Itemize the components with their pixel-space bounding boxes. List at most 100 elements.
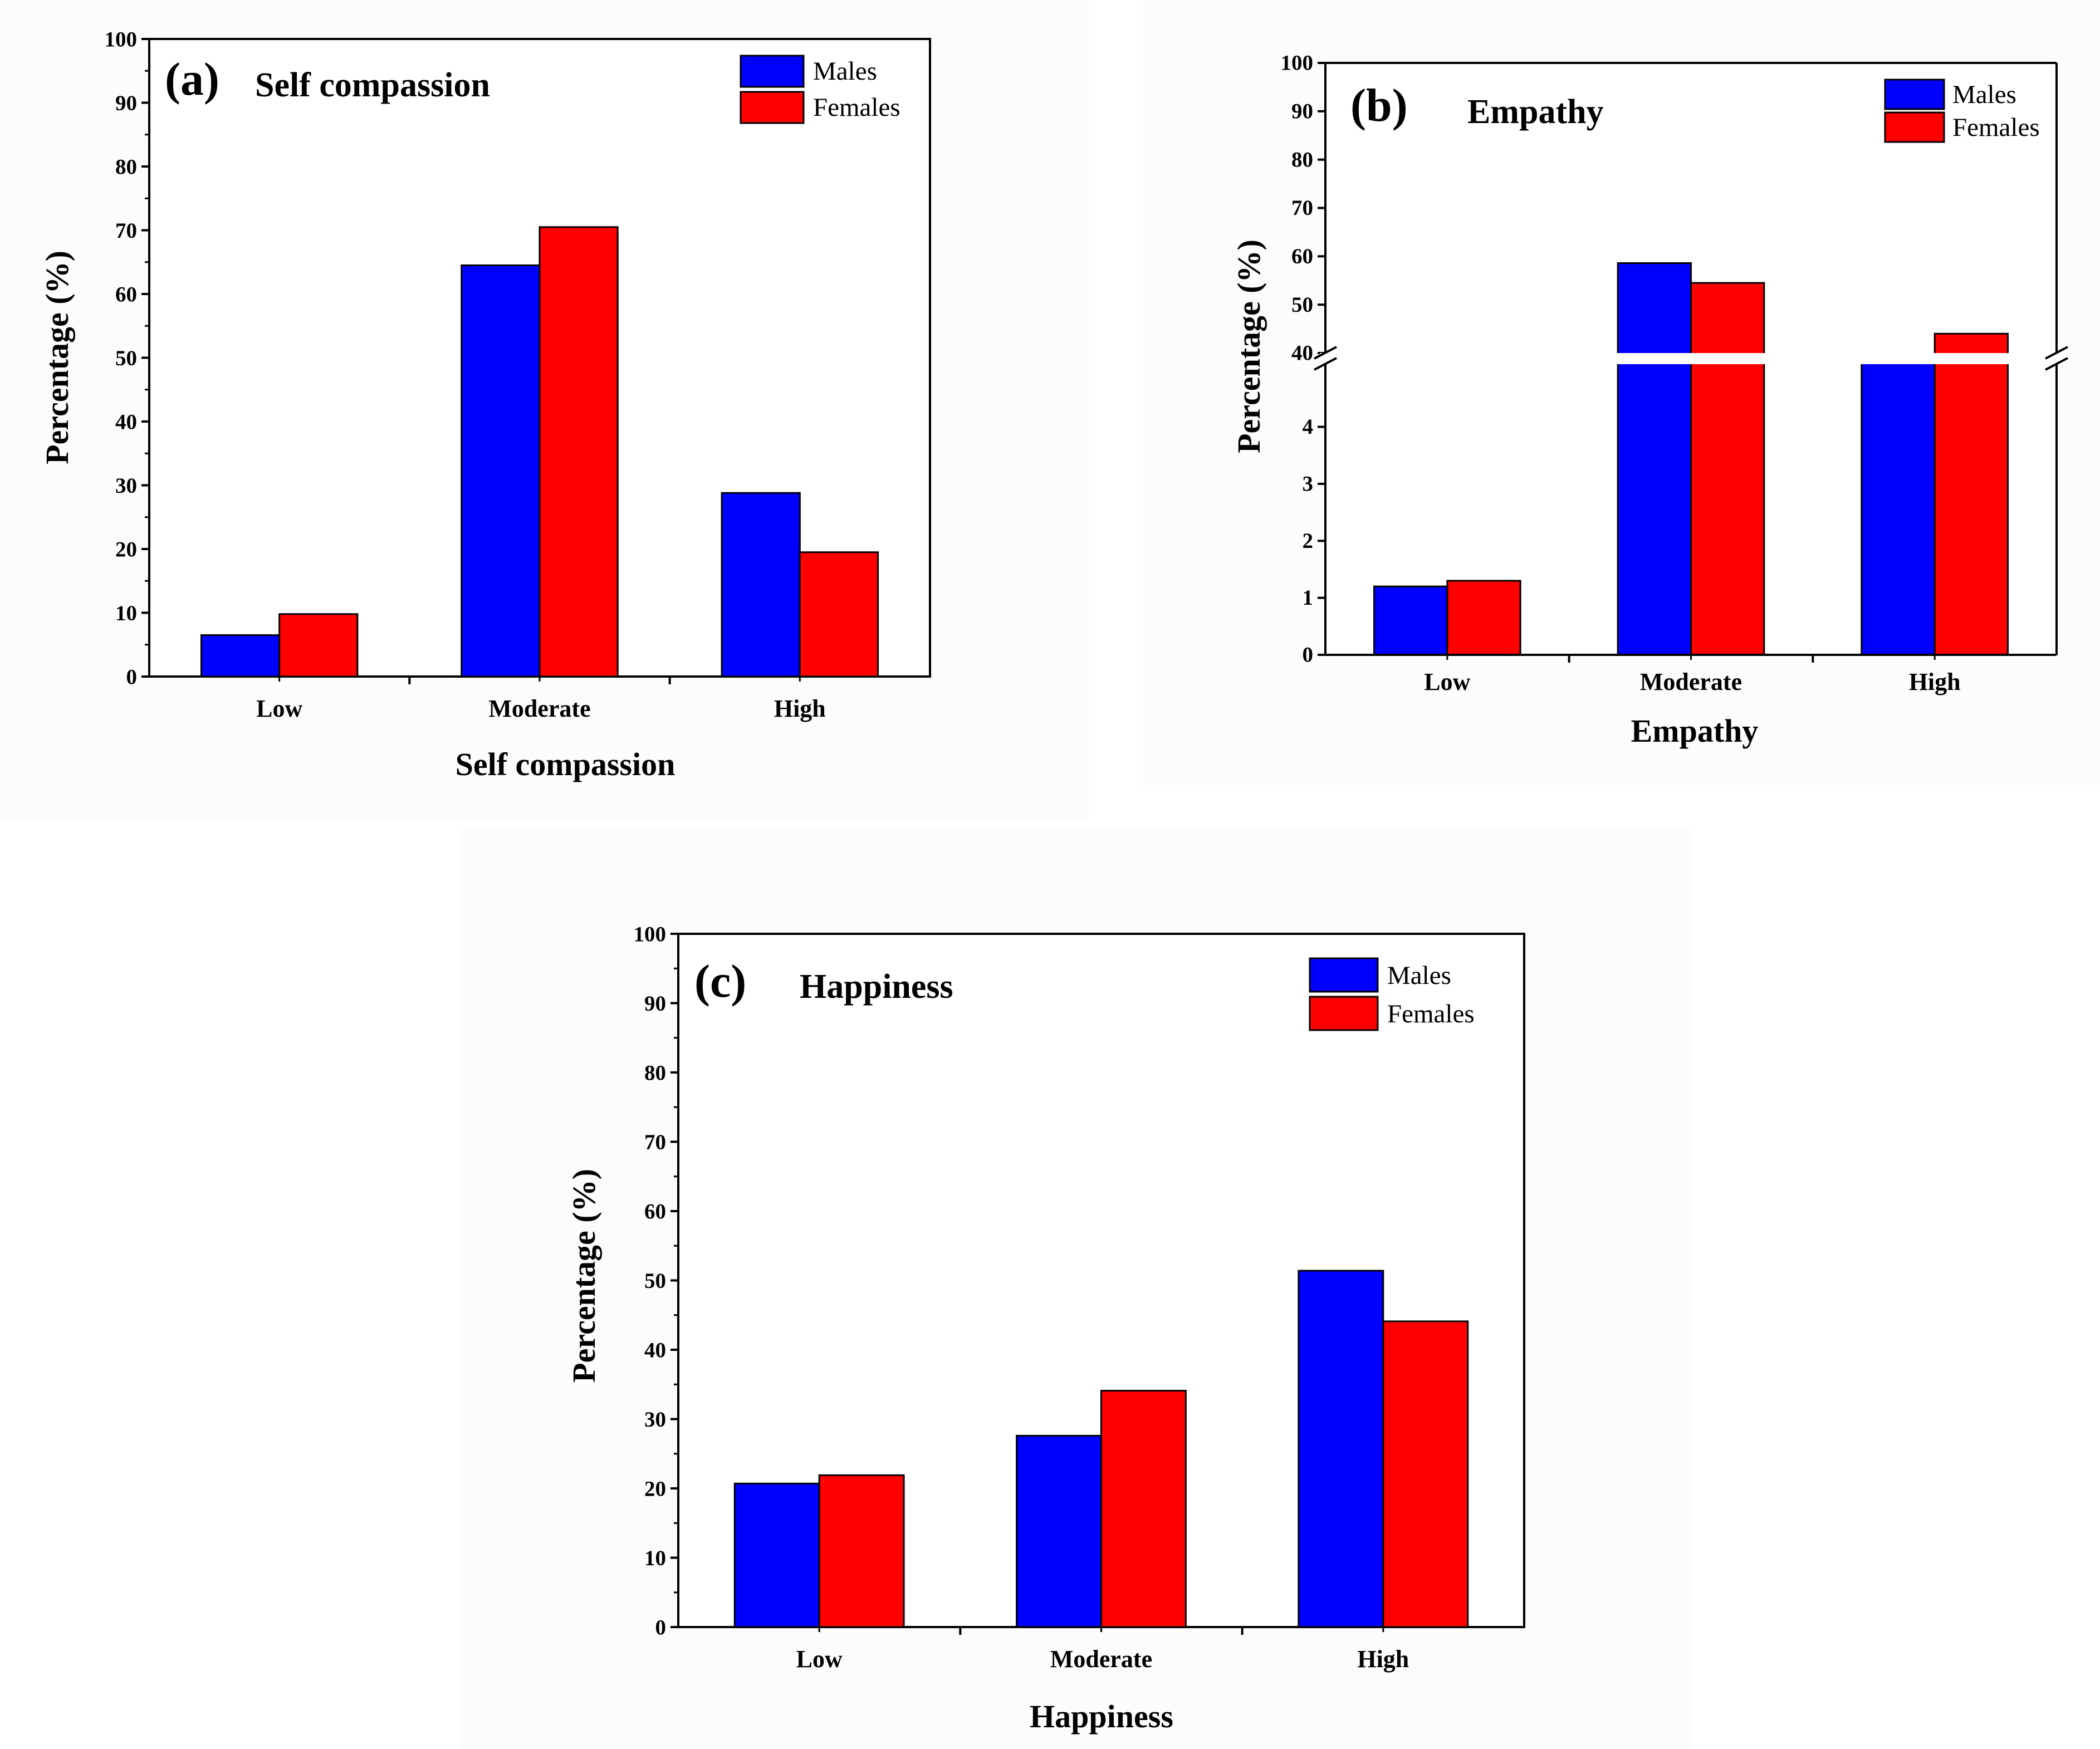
y-tick-label: 10	[115, 601, 137, 625]
bar-group	[1373, 262, 2009, 656]
y-tick-label: 10	[644, 1546, 666, 1570]
chart-panel-b: 0 1 2 3 4 40 50 60 70 80 90 100 Low Moderate High (b)…	[1231, 51, 2068, 749]
legend-label-females: Females	[1952, 113, 2040, 142]
x-axis: Low Moderate High	[1424, 655, 1961, 695]
x-tick-label: Low	[1424, 668, 1470, 695]
y-tick-label: 100	[634, 923, 667, 947]
y-tick-label: 30	[644, 1408, 666, 1432]
y-tick-label: 40	[1291, 341, 1313, 365]
bar-males-moderate	[1617, 262, 1692, 656]
chart-title: Self compassion	[255, 66, 490, 104]
y-tick-label: 40	[115, 410, 137, 434]
x-axis: Low Moderate High	[796, 1627, 1409, 1673]
bar-females-high	[1933, 332, 2009, 656]
legend: Males Females	[1884, 79, 2040, 143]
chart-panel-c: 0 10 20 30 40 50 60 70 80 90 100 Low Moderate High (…	[566, 923, 1525, 1735]
x-axis: Low Moderate High	[256, 677, 826, 722]
bar-males-low	[1373, 585, 1448, 656]
y-tick-label: 20	[644, 1477, 666, 1501]
y-tick-label: 100	[105, 28, 138, 52]
bar-females-moderate	[1100, 1389, 1187, 1628]
y-tick-label: 60	[644, 1200, 666, 1224]
chart-title: Happiness	[800, 968, 953, 1006]
legend-swatch-males	[1884, 79, 1945, 110]
y-tick-label: 40	[644, 1339, 666, 1363]
legend-label-females: Females	[813, 93, 900, 122]
x-tick-label: High	[1357, 1645, 1409, 1673]
x-tick-label: Low	[256, 695, 302, 722]
x-tick-label: Moderate	[1640, 668, 1742, 695]
y-axis: 0 10 20 30 40 50 60 70 80 90 100	[105, 28, 149, 689]
legend-swatch-males	[1309, 957, 1379, 993]
y-tick-label: 0	[126, 665, 138, 689]
y-tick-label: 90	[644, 992, 666, 1016]
legend: Males Females	[740, 55, 900, 124]
bar-females-high	[799, 551, 879, 678]
y-tick-label: 100	[1281, 51, 1314, 75]
y-tick-label: 80	[644, 1061, 666, 1085]
y-tick-label: 60	[1291, 244, 1313, 268]
y-tick-label: 90	[1291, 99, 1313, 123]
legend-swatch-males	[740, 55, 805, 88]
y-tick-label: 70	[1291, 196, 1313, 220]
x-axis-title: Self compassion	[456, 746, 675, 782]
bar-males-moderate	[1016, 1434, 1102, 1628]
bar-males-moderate	[461, 264, 541, 678]
y-tick-label: 70	[644, 1130, 666, 1154]
bar-group	[200, 226, 879, 678]
y-tick-label: 2	[1303, 529, 1314, 553]
x-axis-title: Empathy	[1631, 713, 1759, 749]
y-tick-label: 4	[1303, 415, 1314, 439]
chart-panel-a: 0 10 20 30 40 50 60 70 80 90 100 Low Moderate High (…	[39, 28, 931, 782]
y-tick-label: 80	[115, 155, 137, 179]
legend-swatch-females	[1884, 111, 1945, 143]
y-tick-label: 80	[1291, 148, 1313, 172]
legend-swatch-females	[740, 91, 805, 124]
bar-females-moderate	[539, 226, 619, 678]
bar-females-low	[818, 1474, 905, 1628]
x-tick-label: Low	[796, 1645, 843, 1673]
y-axis: 0 1 2 3 4 40 50 60 70 80 90 100	[1281, 51, 1325, 667]
legend-swatch-females	[1309, 996, 1379, 1031]
chart-title: Empathy	[1467, 93, 1604, 131]
bar-females-moderate	[1690, 282, 1765, 656]
y-tick-label: 0	[655, 1616, 667, 1640]
x-tick-label: High	[774, 695, 826, 722]
legend-label-males: Males	[813, 57, 877, 86]
y-tick-label: 1	[1303, 586, 1314, 610]
bar-group	[733, 1270, 1469, 1628]
y-tick-label: 0	[1303, 643, 1314, 667]
y-axis-title: Percentage (%)	[566, 1169, 602, 1383]
x-tick-label: High	[1909, 668, 1961, 695]
y-tick-label: 50	[644, 1269, 666, 1293]
bar-males-high	[721, 492, 801, 678]
legend-label-males: Males	[1387, 961, 1451, 990]
bar-males-high	[1861, 359, 1936, 656]
x-axis-title: Happiness	[1030, 1698, 1173, 1735]
y-axis: 0 10 20 30 40 50 60 70 80 90 100	[634, 923, 678, 1640]
y-tick-label: 30	[115, 474, 137, 498]
y-tick-label: 70	[115, 219, 137, 243]
y-tick-label: 50	[115, 346, 137, 370]
x-tick-label: Moderate	[1050, 1645, 1152, 1673]
legend-label-females: Females	[1387, 1000, 1475, 1028]
y-tick-label: 90	[115, 91, 137, 115]
bar-females-low	[1446, 580, 1521, 656]
legend: Males Females	[1309, 957, 1475, 1031]
plot-frame	[1324, 62, 2058, 656]
y-tick-label: 60	[115, 283, 137, 307]
bar-males-low	[733, 1482, 820, 1628]
panel-tag: (a)	[165, 53, 219, 105]
y-tick-label: 50	[1291, 293, 1313, 317]
legend-label-males: Males	[1952, 80, 2016, 109]
y-axis-title: Percentage (%)	[1231, 239, 1267, 453]
panel-tag: (c)	[694, 956, 746, 1007]
y-tick-label: 20	[115, 538, 137, 562]
bar-females-low	[278, 613, 359, 678]
y-axis-title: Percentage (%)	[39, 251, 75, 464]
bar-males-high	[1298, 1270, 1384, 1628]
y-tick-label: 3	[1303, 472, 1314, 496]
panel-tag: (b)	[1350, 80, 1408, 131]
axis-break-gap	[1314, 346, 2068, 371]
